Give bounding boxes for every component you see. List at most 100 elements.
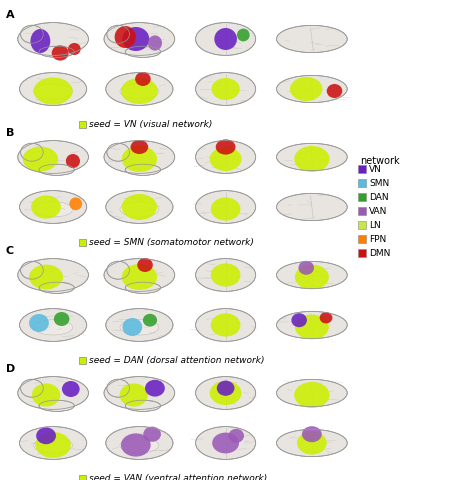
- Ellipse shape: [122, 194, 157, 220]
- Text: seed = VAN (ventral attention network): seed = VAN (ventral attention network): [89, 473, 267, 480]
- Ellipse shape: [39, 165, 74, 176]
- Ellipse shape: [196, 24, 255, 56]
- FancyBboxPatch shape: [358, 207, 366, 216]
- Ellipse shape: [54, 312, 69, 326]
- Ellipse shape: [295, 315, 329, 340]
- Ellipse shape: [145, 380, 165, 397]
- FancyBboxPatch shape: [79, 121, 86, 128]
- Ellipse shape: [121, 79, 158, 105]
- Ellipse shape: [319, 312, 332, 324]
- Ellipse shape: [290, 78, 322, 102]
- Ellipse shape: [106, 73, 173, 106]
- Ellipse shape: [107, 26, 129, 44]
- Ellipse shape: [119, 384, 148, 407]
- Text: VN: VN: [369, 165, 382, 174]
- Ellipse shape: [120, 320, 159, 336]
- Text: VAN: VAN: [369, 207, 387, 216]
- Ellipse shape: [29, 314, 49, 332]
- FancyBboxPatch shape: [358, 180, 366, 188]
- Ellipse shape: [276, 312, 347, 339]
- Ellipse shape: [36, 432, 71, 458]
- Ellipse shape: [297, 432, 327, 455]
- Ellipse shape: [276, 26, 347, 53]
- Text: DAN: DAN: [369, 193, 389, 202]
- Ellipse shape: [107, 262, 129, 280]
- Ellipse shape: [120, 84, 159, 100]
- Ellipse shape: [29, 265, 63, 290]
- Ellipse shape: [18, 377, 89, 409]
- Ellipse shape: [34, 203, 73, 217]
- Ellipse shape: [210, 381, 242, 405]
- Ellipse shape: [36, 428, 56, 444]
- Text: network: network: [360, 156, 400, 166]
- Text: seed = VN (visual network): seed = VN (visual network): [89, 120, 212, 129]
- Ellipse shape: [106, 309, 173, 342]
- Ellipse shape: [32, 384, 60, 407]
- FancyBboxPatch shape: [79, 239, 86, 246]
- Text: LN: LN: [369, 221, 381, 230]
- FancyBboxPatch shape: [79, 475, 86, 480]
- Ellipse shape: [31, 196, 61, 219]
- Ellipse shape: [106, 191, 173, 224]
- Ellipse shape: [276, 194, 347, 221]
- Ellipse shape: [148, 36, 162, 51]
- Text: FPN: FPN: [369, 235, 386, 244]
- Ellipse shape: [120, 438, 159, 453]
- Ellipse shape: [196, 73, 255, 106]
- Ellipse shape: [19, 191, 87, 224]
- Ellipse shape: [216, 140, 236, 155]
- Ellipse shape: [30, 30, 50, 54]
- Ellipse shape: [196, 259, 255, 292]
- Ellipse shape: [276, 430, 347, 456]
- Ellipse shape: [19, 73, 87, 106]
- Ellipse shape: [237, 30, 250, 42]
- Text: A: A: [6, 10, 15, 20]
- Ellipse shape: [210, 148, 242, 172]
- Ellipse shape: [66, 155, 80, 168]
- Ellipse shape: [104, 377, 175, 409]
- Ellipse shape: [122, 318, 142, 336]
- Ellipse shape: [125, 400, 161, 411]
- Ellipse shape: [107, 379, 129, 397]
- Ellipse shape: [18, 259, 89, 292]
- Ellipse shape: [125, 47, 161, 58]
- Ellipse shape: [20, 262, 43, 280]
- Ellipse shape: [34, 320, 73, 336]
- FancyBboxPatch shape: [79, 357, 86, 364]
- FancyBboxPatch shape: [358, 250, 366, 257]
- Ellipse shape: [20, 144, 43, 162]
- Ellipse shape: [68, 44, 81, 56]
- Ellipse shape: [20, 379, 43, 397]
- Ellipse shape: [130, 141, 148, 155]
- Ellipse shape: [143, 427, 161, 442]
- Ellipse shape: [196, 377, 255, 409]
- Ellipse shape: [39, 400, 74, 411]
- FancyBboxPatch shape: [358, 236, 366, 243]
- Ellipse shape: [106, 427, 173, 459]
- Ellipse shape: [276, 262, 347, 289]
- Ellipse shape: [143, 314, 157, 327]
- Ellipse shape: [196, 309, 255, 342]
- Ellipse shape: [39, 283, 74, 294]
- FancyBboxPatch shape: [358, 222, 366, 229]
- Ellipse shape: [122, 28, 149, 52]
- Ellipse shape: [211, 264, 240, 287]
- Ellipse shape: [217, 381, 235, 396]
- Ellipse shape: [121, 433, 151, 456]
- Ellipse shape: [125, 165, 161, 176]
- Ellipse shape: [276, 76, 347, 103]
- Ellipse shape: [135, 73, 151, 87]
- Ellipse shape: [276, 144, 347, 171]
- Text: B: B: [6, 128, 14, 138]
- Text: seed = DAN (dorsal attention network): seed = DAN (dorsal attention network): [89, 356, 264, 365]
- Ellipse shape: [294, 382, 329, 408]
- FancyBboxPatch shape: [358, 166, 366, 174]
- Ellipse shape: [23, 147, 58, 172]
- Ellipse shape: [137, 258, 153, 273]
- Ellipse shape: [34, 438, 73, 453]
- Ellipse shape: [196, 191, 255, 224]
- Ellipse shape: [115, 27, 136, 49]
- Ellipse shape: [125, 283, 161, 294]
- Ellipse shape: [122, 147, 157, 173]
- Ellipse shape: [34, 84, 73, 100]
